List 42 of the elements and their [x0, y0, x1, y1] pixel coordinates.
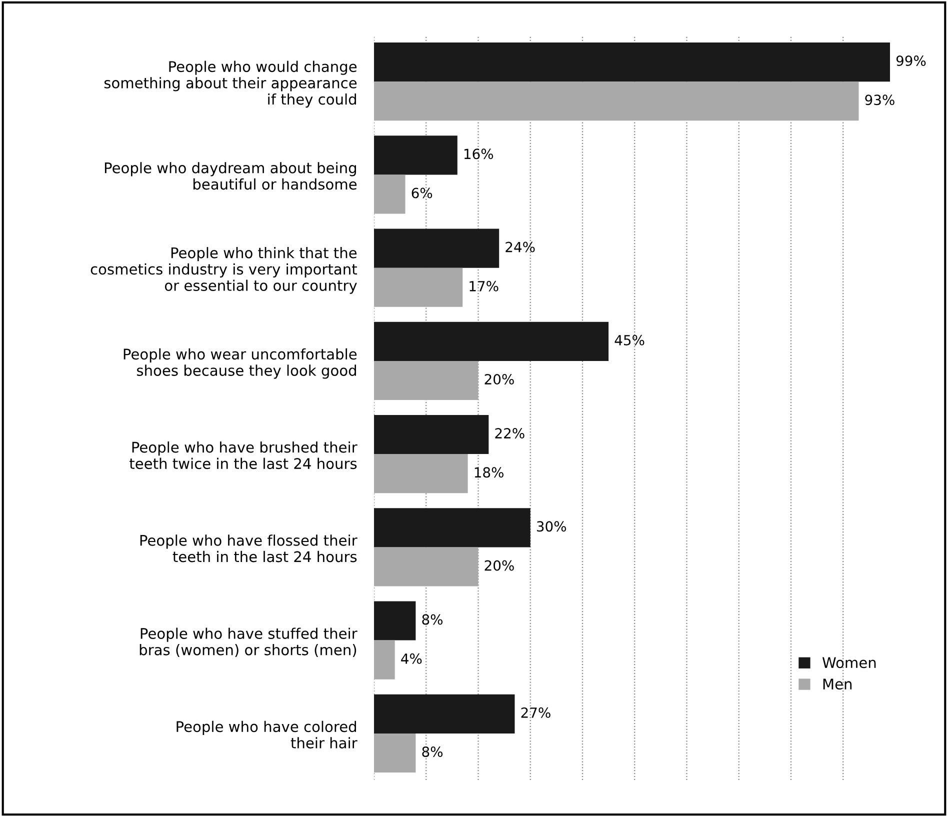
bar — [374, 601, 416, 640]
bar — [374, 640, 395, 680]
y-tick-label: People who would change something about their appearance if they could — [104, 60, 357, 108]
bar — [374, 82, 859, 121]
data-label: 8% — [422, 614, 443, 625]
bar — [374, 508, 530, 548]
bar — [374, 268, 463, 307]
y-tick-label: People who think that the cosmetics industry is very important or essential to our country — [90, 247, 357, 294]
bar — [374, 42, 890, 82]
data-label: 8% — [422, 746, 443, 758]
data-label: 99% — [896, 56, 926, 66]
bar — [374, 174, 406, 214]
data-label: 4% — [401, 653, 422, 664]
data-label: 24% — [506, 242, 535, 252]
y-tick-label: People who have brushed their teeth twice in the last 24 hours — [130, 441, 358, 470]
bar — [374, 454, 468, 494]
data-label: 6% — [412, 188, 432, 198]
bar — [374, 694, 515, 734]
data-label: 93% — [865, 94, 894, 106]
y-tick-label: People who have flossed their teeth in the last 24 hours — [140, 534, 358, 562]
bar — [374, 733, 416, 773]
data-label: 17% — [470, 280, 498, 292]
data-label: 30% — [536, 521, 566, 532]
legend-label: Women — [822, 657, 876, 668]
data-label: 16% — [464, 148, 494, 160]
data-label: 22% — [495, 428, 524, 439]
legend-label: Men — [823, 678, 852, 690]
data-label: 20% — [484, 560, 514, 571]
data-label: 27% — [521, 707, 550, 718]
data-label: 45% — [614, 334, 644, 346]
bar — [374, 360, 478, 400]
y-tick-label: People who have colored their hair — [176, 720, 358, 748]
y-tick-label: People who daydream about being beautiful or handsome — [104, 162, 357, 190]
bar — [374, 228, 500, 268]
data-label: 20% — [484, 374, 514, 385]
bar — [374, 322, 609, 361]
bar — [374, 414, 489, 454]
bar — [374, 547, 478, 586]
y-tick-label: People who have stuffed their bras (women) or shorts (men) — [140, 628, 358, 658]
data-label: 18% — [474, 467, 504, 478]
bar — [374, 136, 458, 175]
y-tick-label: People who wear uncomfortable shoes because they look good — [124, 348, 357, 379]
